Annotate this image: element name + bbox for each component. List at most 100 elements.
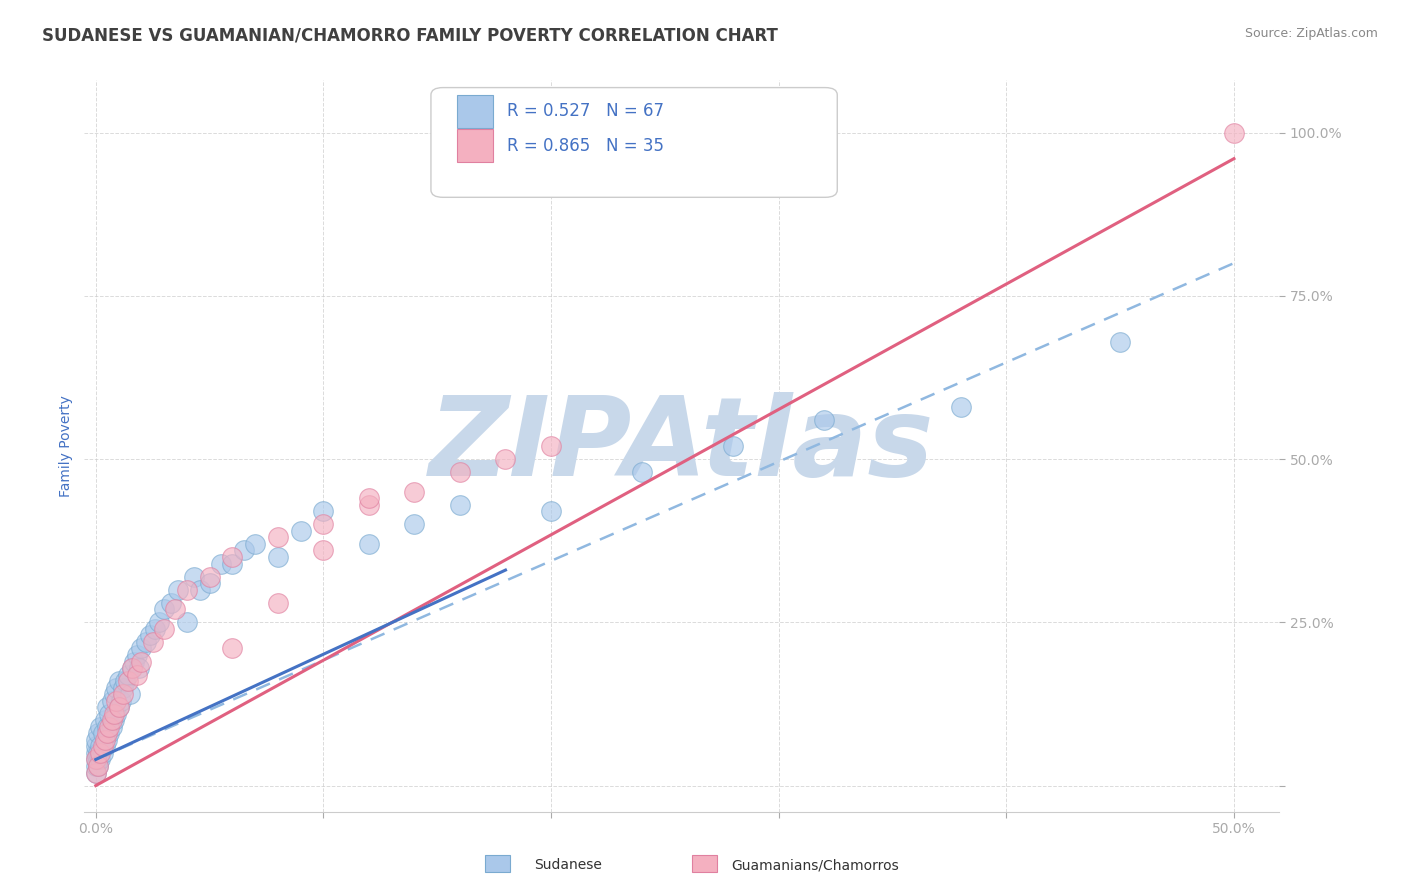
Point [87, 746, 110, 760]
Point [267, 596, 290, 610]
Point [312, 517, 335, 532]
Point [404, 517, 426, 532]
Point [96, 726, 118, 740]
Point [98, 720, 121, 734]
Point [100, 694, 122, 708]
Point [139, 628, 162, 642]
Point [190, 582, 212, 597]
Point [94, 732, 117, 747]
Point [87, 726, 110, 740]
Point [112, 687, 135, 701]
Point [107, 674, 129, 689]
Point [84, 759, 107, 773]
Point [105, 706, 128, 721]
Point [87, 752, 110, 766]
Point [540, 439, 562, 453]
Text: R = 0.865   N = 35: R = 0.865 N = 35 [508, 136, 665, 154]
Point [105, 681, 128, 695]
Point [100, 720, 122, 734]
Point [89, 739, 111, 754]
Point [357, 491, 380, 506]
Point [117, 674, 139, 689]
Point [96, 700, 118, 714]
Point [949, 400, 972, 414]
Point [221, 641, 243, 656]
Text: ZIPAtlas: ZIPAtlas [429, 392, 935, 500]
Point [96, 720, 118, 734]
Point [198, 569, 221, 583]
Point [721, 439, 744, 453]
Point [267, 549, 290, 564]
Point [96, 732, 118, 747]
Point [84, 765, 107, 780]
Point [118, 687, 141, 701]
Point [165, 602, 187, 616]
Point [121, 661, 143, 675]
Point [125, 667, 148, 681]
Point [89, 746, 111, 760]
Point [166, 582, 188, 597]
Text: Sudanese: Sudanese [534, 858, 602, 872]
Point [129, 655, 152, 669]
Point [129, 641, 152, 656]
Point [91, 726, 114, 740]
Point [153, 622, 176, 636]
Point [148, 615, 170, 630]
Point [198, 576, 221, 591]
Point [813, 413, 835, 427]
Point [103, 706, 125, 721]
Point [1223, 126, 1246, 140]
Point [89, 720, 111, 734]
Point [84, 746, 107, 760]
Point [267, 530, 290, 544]
Point [110, 694, 132, 708]
Point [124, 655, 146, 669]
Point [495, 452, 517, 467]
Point [243, 537, 266, 551]
Point [84, 739, 107, 754]
Point [209, 557, 232, 571]
Point [404, 484, 426, 499]
Point [100, 714, 122, 728]
Point [103, 687, 125, 701]
Point [103, 714, 125, 728]
Point [125, 648, 148, 662]
Point [84, 752, 107, 766]
Point [290, 524, 312, 538]
Point [117, 667, 139, 681]
FancyBboxPatch shape [432, 87, 838, 197]
Point [98, 706, 121, 721]
Point [232, 543, 254, 558]
Point [87, 759, 110, 773]
Point [143, 622, 166, 636]
Text: R = 0.527   N = 67: R = 0.527 N = 67 [508, 103, 665, 120]
Point [142, 635, 165, 649]
Point [105, 694, 128, 708]
FancyBboxPatch shape [485, 855, 510, 872]
Text: Guamanians/Chamorros: Guamanians/Chamorros [731, 858, 898, 872]
Point [221, 557, 243, 571]
FancyBboxPatch shape [457, 95, 494, 128]
Point [128, 661, 150, 675]
Point [1109, 334, 1132, 349]
Point [221, 549, 243, 564]
Point [114, 674, 136, 689]
Point [153, 602, 176, 616]
Point [135, 635, 157, 649]
Point [540, 504, 562, 518]
Point [84, 752, 107, 766]
Point [449, 465, 471, 479]
Point [84, 732, 107, 747]
Y-axis label: Family Poverty: Family Poverty [59, 395, 73, 497]
Point [183, 569, 205, 583]
Point [312, 543, 335, 558]
Point [98, 726, 121, 740]
Point [631, 465, 654, 479]
Point [449, 498, 471, 512]
Point [176, 615, 198, 630]
Point [121, 661, 143, 675]
Point [91, 739, 114, 754]
Point [94, 739, 117, 754]
Point [91, 746, 114, 760]
Point [107, 700, 129, 714]
